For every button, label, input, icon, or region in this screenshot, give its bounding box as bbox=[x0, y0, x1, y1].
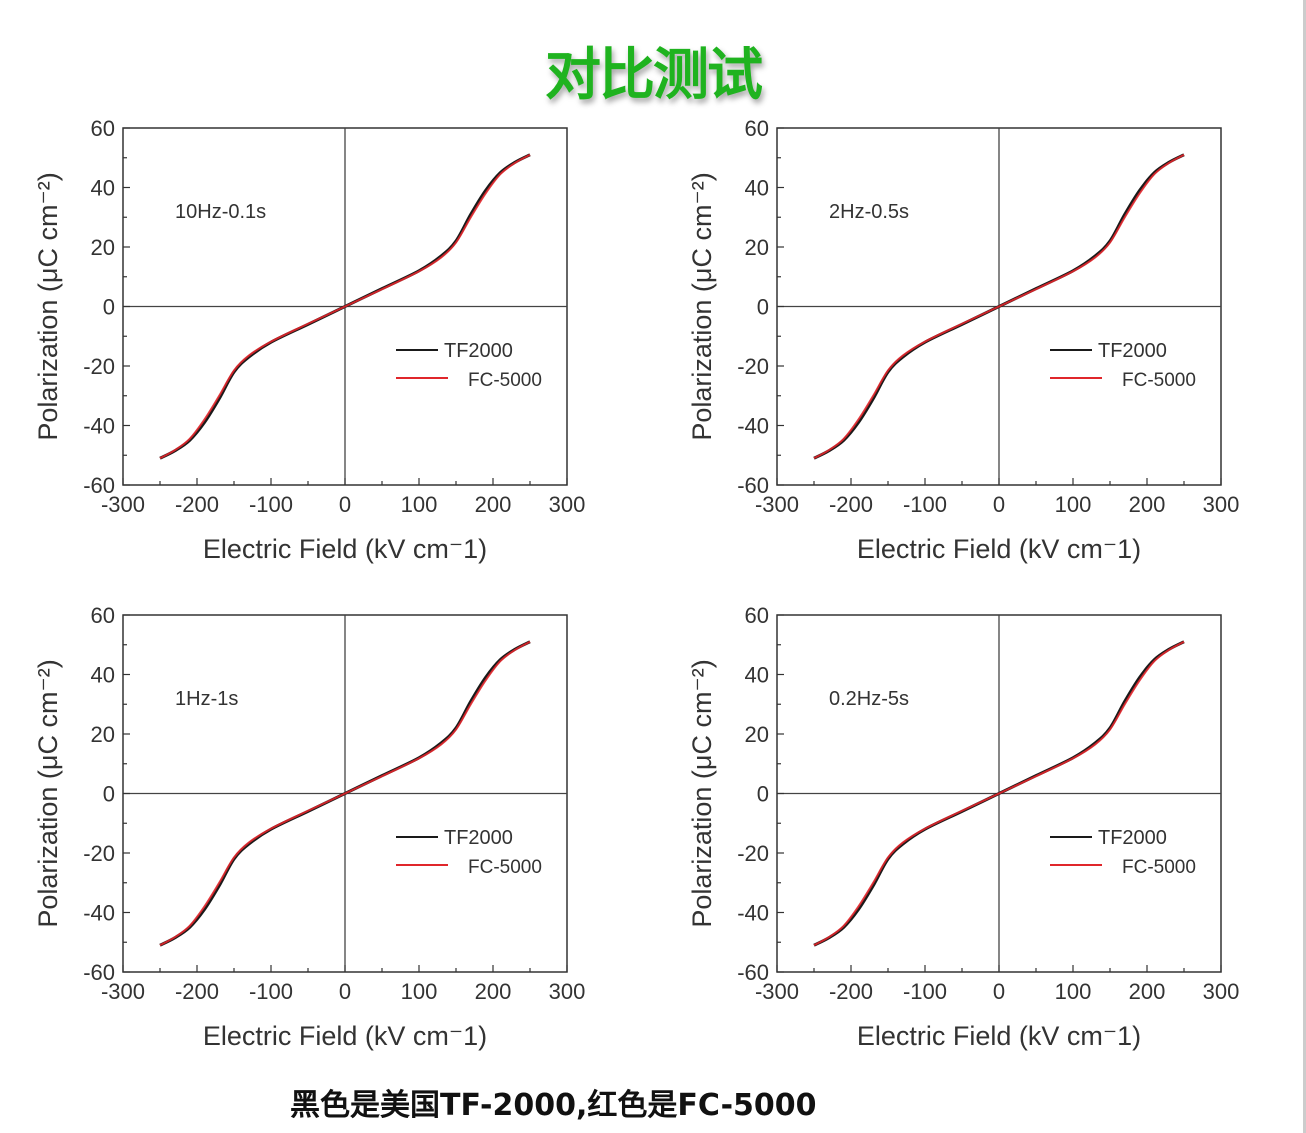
x-tick-label: 0 bbox=[993, 979, 1005, 1004]
y-tick-label: -20 bbox=[83, 354, 115, 379]
y-tick-label: 40 bbox=[745, 663, 769, 688]
condition-annotation: 0.2Hz-5s bbox=[829, 688, 909, 710]
y-tick-label: 40 bbox=[745, 176, 769, 201]
x-tick-label: -300 bbox=[755, 979, 799, 1004]
y-tick-label: -40 bbox=[83, 414, 115, 439]
x-tick-label: 200 bbox=[1129, 492, 1166, 517]
x-tick-label: 300 bbox=[1203, 492, 1240, 517]
x-axis-label: Electric Field (kV cm⁻1) bbox=[203, 1021, 487, 1051]
x-tick-label: -100 bbox=[249, 979, 293, 1004]
y-tick-label: -20 bbox=[737, 841, 769, 866]
x-tick-label: 300 bbox=[1203, 979, 1240, 1004]
y-tick-label: 20 bbox=[91, 722, 115, 747]
series-line-fc-5000 bbox=[159, 640, 531, 947]
x-axis-label: Electric Field (kV cm⁻1) bbox=[857, 534, 1141, 564]
x-tick-label: 200 bbox=[475, 979, 512, 1004]
legend-label: FC-5000 bbox=[1122, 857, 1196, 878]
x-tick-label: -300 bbox=[101, 979, 145, 1004]
y-tick-label: 0 bbox=[103, 782, 115, 807]
y-tick-label: -40 bbox=[83, 901, 115, 926]
y-tick-label: 0 bbox=[103, 295, 115, 320]
chart-panel-2: -300 -200 -100 0 100 200 300 -60 -40 -20 0 20 40 60 El… bbox=[654, 110, 1294, 580]
x-axis-label: Electric Field (kV cm⁻1) bbox=[857, 1021, 1141, 1051]
x-tick-label: -100 bbox=[903, 979, 947, 1004]
y-tick-label: -20 bbox=[737, 354, 769, 379]
legend-label: TF2000 bbox=[444, 340, 513, 362]
y-tick-label: 0 bbox=[757, 782, 769, 807]
y-tick-label: 0 bbox=[757, 295, 769, 320]
chart-svg: -300 -200 -100 0 100 200 300-60-40-200204060El… bbox=[687, 116, 1240, 564]
y-axis-label: Polarization (μC cm⁻²) bbox=[687, 172, 717, 440]
y-tick-label: 40 bbox=[91, 176, 115, 201]
legend-label: TF2000 bbox=[1098, 827, 1167, 849]
x-tick-label: -200 bbox=[829, 979, 873, 1004]
x-tick-label: 300 bbox=[549, 979, 586, 1004]
y-axis-label: Polarization (μC cm⁻²) bbox=[33, 659, 63, 927]
chart-svg: -300 -200 -100 0 100 200 300-60-40-200204060El… bbox=[33, 116, 586, 564]
x-tick-label: -200 bbox=[175, 492, 219, 517]
y-tick-label: 60 bbox=[745, 116, 769, 141]
condition-annotation: 10Hz-0.1s bbox=[175, 201, 266, 223]
series-line-fc-5000 bbox=[159, 153, 531, 460]
x-tick-label: 100 bbox=[401, 492, 438, 517]
y-tick-label: 20 bbox=[745, 722, 769, 747]
chart-panel-4: -300 -200 -100 0 100 200 300 -60 -40 -20 0 20 40 60 El… bbox=[654, 597, 1294, 1067]
x-tick-label: 200 bbox=[475, 492, 512, 517]
y-tick-label: 20 bbox=[745, 235, 769, 260]
x-tick-label: -200 bbox=[829, 492, 873, 517]
caption: 黑色是美国TF-2000,红色是FC-5000 bbox=[290, 1088, 817, 1123]
x-tick-label: 100 bbox=[1055, 979, 1092, 1004]
y-tick-label: -60 bbox=[83, 473, 115, 498]
x-tick-label: 200 bbox=[1129, 979, 1166, 1004]
y-tick-label: 40 bbox=[91, 663, 115, 688]
x-tick-label: 100 bbox=[1055, 492, 1092, 517]
legend-label: TF2000 bbox=[1098, 340, 1167, 362]
y-tick-label: 60 bbox=[91, 116, 115, 141]
y-tick-label: 60 bbox=[91, 603, 115, 628]
legend-label: TF2000 bbox=[444, 827, 513, 849]
y-tick-label: 60 bbox=[745, 603, 769, 628]
chart-svg: -300 -200 -100 0 100 200 300-60-40-200204060El… bbox=[33, 603, 586, 1051]
chart-panel-3: -300 -200 -100 0 100 200 300 -60 -40 -20 0 20 40 60 El… bbox=[0, 597, 640, 1067]
legend-label: FC-5000 bbox=[468, 857, 542, 878]
page-edge bbox=[1303, 0, 1306, 1133]
legend-label: FC-5000 bbox=[468, 370, 542, 391]
x-tick-label: -300 bbox=[755, 492, 799, 517]
x-tick-label: -100 bbox=[249, 492, 293, 517]
x-tick-label: 300 bbox=[549, 492, 586, 517]
y-tick-label: 20 bbox=[91, 235, 115, 260]
series-line-fc-5000 bbox=[813, 640, 1185, 947]
chart-svg: -300 -200 -100 0 100 200 300-60-40-200204060El… bbox=[687, 603, 1240, 1051]
x-tick-label: 0 bbox=[339, 492, 351, 517]
x-tick-label: 0 bbox=[993, 492, 1005, 517]
x-tick-label: 0 bbox=[339, 979, 351, 1004]
y-tick-label: -60 bbox=[737, 960, 769, 985]
y-tick-label: -20 bbox=[83, 841, 115, 866]
page-title: 对比测试 bbox=[545, 43, 763, 108]
condition-annotation: 1Hz-1s bbox=[175, 688, 238, 710]
series-line-fc-5000 bbox=[813, 153, 1185, 460]
chart-panel-1: -300 -200 -100 0 100 200 300 -60 -40 -20 0 20 40 60 El… bbox=[0, 110, 640, 580]
y-axis-label: Polarization (μC cm⁻²) bbox=[33, 172, 63, 440]
y-tick-label: -40 bbox=[737, 414, 769, 439]
x-tick-label: 100 bbox=[401, 979, 438, 1004]
x-tick-label: -200 bbox=[175, 979, 219, 1004]
y-tick-label: -60 bbox=[83, 960, 115, 985]
condition-annotation: 2Hz-0.5s bbox=[829, 201, 909, 223]
y-axis-label: Polarization (μC cm⁻²) bbox=[687, 659, 717, 927]
legend-label: FC-5000 bbox=[1122, 370, 1196, 391]
x-tick-label: -300 bbox=[101, 492, 145, 517]
y-tick-label: -60 bbox=[737, 473, 769, 498]
y-tick-label: -40 bbox=[737, 901, 769, 926]
x-tick-label: -100 bbox=[903, 492, 947, 517]
x-axis-label: Electric Field (kV cm⁻1) bbox=[203, 534, 487, 564]
